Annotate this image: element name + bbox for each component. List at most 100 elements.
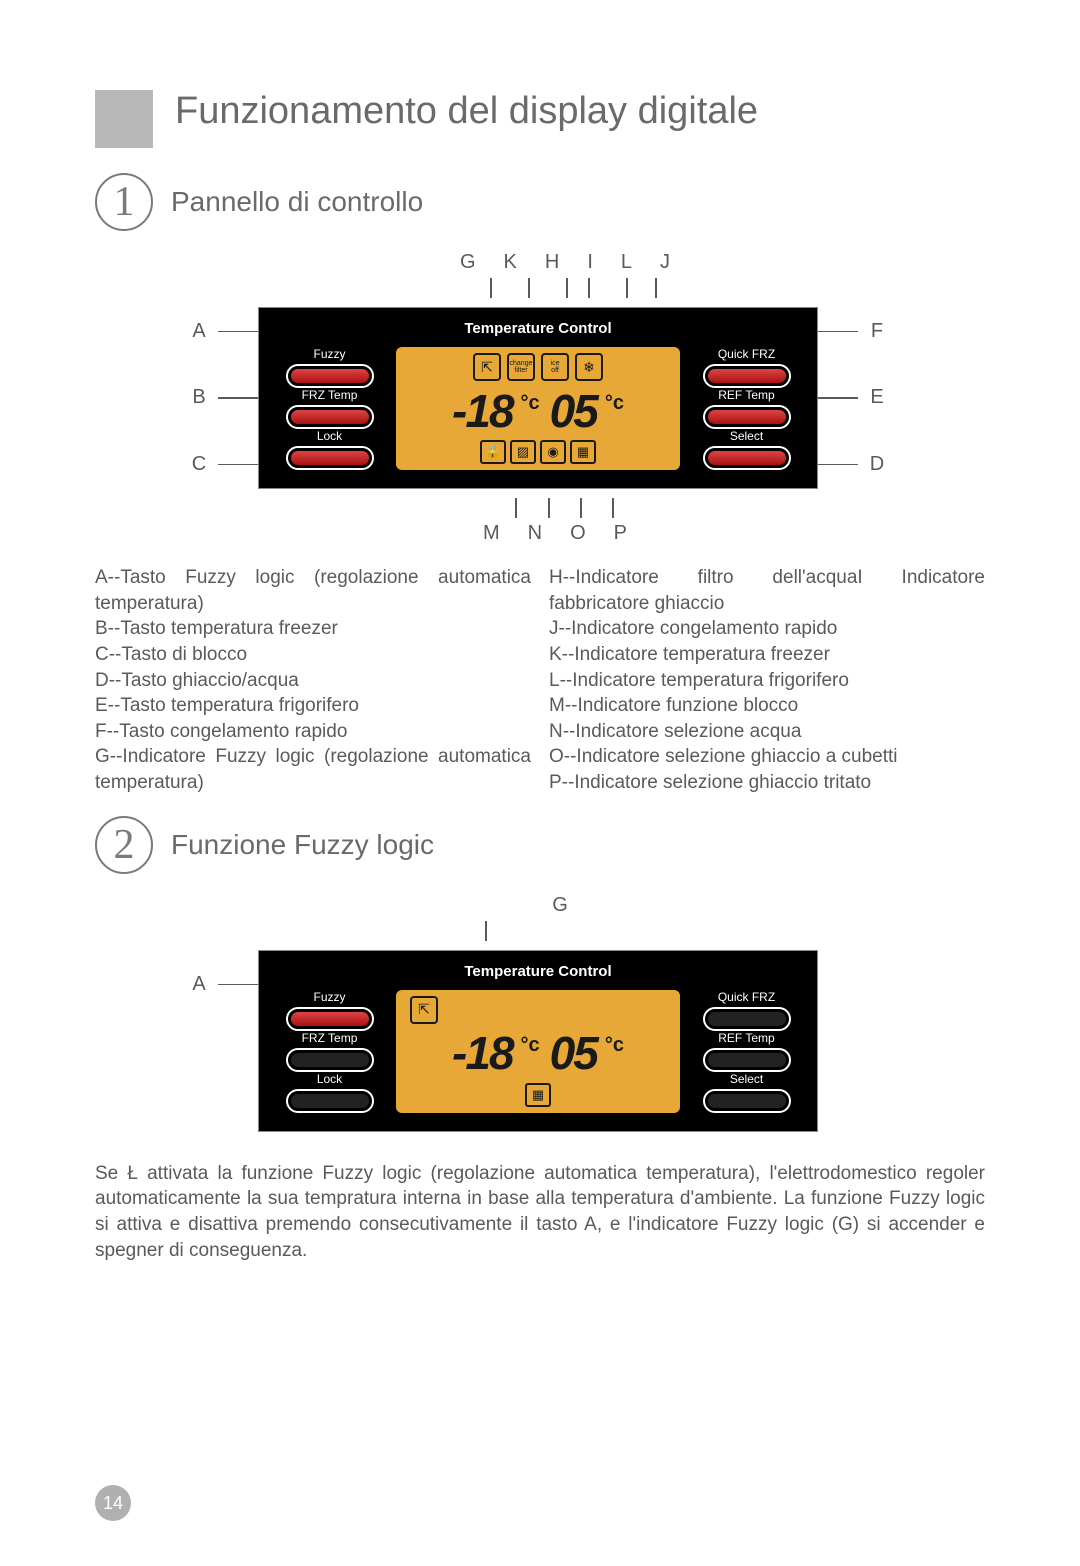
fuzzy-label: Fuzzy [313,347,345,361]
ref-temp-value: 05 [550,388,597,434]
water-icon: ▨ [510,440,536,464]
left-button-column-2: Fuzzy FRZ Temp Lock [277,990,382,1113]
label-h: H [545,251,559,274]
label-m: M [483,522,500,545]
select-button-2[interactable] [703,1089,791,1113]
lcd-temps-2: -18 °c 05 °c [404,1030,672,1076]
frz-temp-value: -18 [452,388,512,434]
lcd-temps: -18 °c 05 °c [404,388,672,434]
ref-temp-button[interactable] [703,405,791,429]
label-p: P [614,522,627,545]
section-2-body: Se Ł attivata la funzione Fuzzy logic (r… [95,1161,985,1264]
label-f: F [858,320,896,343]
legend-left: A--Tasto Fuzzy logic (regolazione automa… [95,565,531,796]
page-title: Funzionamento del display digitale [175,90,985,133]
legend-columns: A--Tasto Fuzzy logic (regolazione automa… [95,565,985,796]
quick-frz-label: Quick FRZ [718,347,775,361]
bottom-label-row: M N O P [180,522,900,545]
legend-j: J--Indicatore congelamento rapido [549,616,985,642]
legend-p: P--Indicatore selezione ghiaccio tritato [549,770,985,796]
legend-a: A--Tasto Fuzzy logic (regolazione automa… [95,565,531,616]
legend-o: O--Indicatore selezione ghiaccio a cubet… [549,744,985,770]
legend-h: H--Indicatore filtro dell'acquaI Indicat… [549,565,985,616]
frz-temp-button-2[interactable] [286,1048,374,1072]
lock-label: Lock [317,429,342,443]
label-c: C [180,453,218,476]
label-a-2: A [180,973,218,996]
lock-indicator-icon: 🔒 [480,440,506,464]
quick-frz-button-2[interactable] [703,1007,791,1031]
label-e: E [858,386,896,409]
ref-unit-2: °c [605,1034,624,1057]
legend-right: H--Indicatore filtro dell'acquaI Indicat… [549,565,985,796]
frz-temp-label-2: FRZ Temp [302,1031,358,1045]
legend-g: G--Indicatore Fuzzy logic (regolazione a… [95,744,531,795]
section-2-title: Funzione Fuzzy logic [171,829,434,861]
right-button-column: Quick FRZ REF Temp Select [694,347,799,470]
legend-b: B--Tasto temperatura freezer [95,616,531,642]
legend-m: M--Indicatore funzione blocco [549,693,985,719]
quick-frz-label-2: Quick FRZ [718,990,775,1004]
ref-temp-button-2[interactable] [703,1048,791,1072]
panel-1-wrapper: G K H I L J A B C Temperature Control [180,251,900,545]
lock-button[interactable] [286,446,374,470]
lcd-display: ⇱ changefilter iceoff ❄ -18 °c 05 °c [396,347,680,470]
quick-frz-icon: ❄ [575,353,603,381]
right-labels: F E D [818,298,896,498]
label-k: K [504,251,517,274]
fuzzy-button-2[interactable] [286,1007,374,1031]
section-number-1: 1 [95,173,153,231]
ref-unit: °c [605,392,624,415]
right-button-column-2: Quick FRZ REF Temp Select [694,990,799,1113]
legend-l: L--Indicatore temperatura frigorifero [549,668,985,694]
lock-label-2: Lock [317,1072,342,1086]
ref-temp-value-2: 05 [550,1030,597,1076]
ref-temp-label: REF Temp [718,388,774,402]
label-o: O [570,522,586,545]
fuzzy-button[interactable] [286,364,374,388]
top-label-row: G K H I L J [180,251,900,274]
select-label-2: Select [730,1072,763,1086]
lcd-bottom-icons: 🔒 ▨ ◉ ▦ [404,440,672,464]
frz-unit: °c [521,392,540,415]
panel-title: Temperature Control [277,320,799,337]
cube-ice-icon: ◉ [540,440,566,464]
frz-unit-2: °c [521,1034,540,1057]
frz-temp-button[interactable] [286,405,374,429]
crushed-ice-icon-2: ▦ [525,1083,551,1107]
legend-e: E--Tasto temperatura frigorifero [95,693,531,719]
legend-n: N--Indicatore selezione acqua [549,719,985,745]
quick-frz-button[interactable] [703,364,791,388]
page-number: 14 [95,1485,131,1521]
section-2-header: 2 Funzione Fuzzy logic [95,816,985,874]
lock-button-2[interactable] [286,1089,374,1113]
decorative-square [95,90,153,148]
panel-title-2: Temperature Control [277,963,799,980]
legend-f: F--Tasto congelamento rapido [95,719,531,745]
control-panel-1: Temperature Control Fuzzy FRZ Temp Lock … [258,307,818,489]
legend-c: C--Tasto di blocco [95,642,531,668]
section-1-title: Pannello di controllo [171,186,423,218]
legend-d: D--Tasto ghiaccio/acqua [95,668,531,694]
control-panel-2: Temperature Control Fuzzy FRZ Temp Lock … [258,950,818,1132]
frz-temp-value-2: -18 [452,1030,512,1076]
left-labels-2: A [180,941,258,1141]
label-l: L [621,251,632,274]
section-number-2: 2 [95,816,153,874]
select-button[interactable] [703,446,791,470]
panel-2-wrapper: G A Temperature Control Fuzzy FRZ Temp L… [180,894,900,1141]
fuzzy-indicator-icon: ⇱ [473,353,501,381]
bottom-indicator-lines [180,498,900,518]
fuzzy-label-2: Fuzzy [313,990,345,1004]
left-labels: A B C [180,298,258,498]
ref-temp-label-2: REF Temp [718,1031,774,1045]
label-a: A [180,320,218,343]
top-line-g [180,921,900,941]
lcd-top-icons: ⇱ changefilter iceoff ❄ [404,353,672,381]
label-d: D [858,453,896,476]
lcd-top-icons-2: ⇱ [404,996,672,1024]
top-indicator-lines [180,278,900,298]
label-j: J [660,251,670,274]
label-g: G [460,251,476,274]
lcd-display-2: ⇱ -18 °c 05 °c ▦ [396,990,680,1113]
